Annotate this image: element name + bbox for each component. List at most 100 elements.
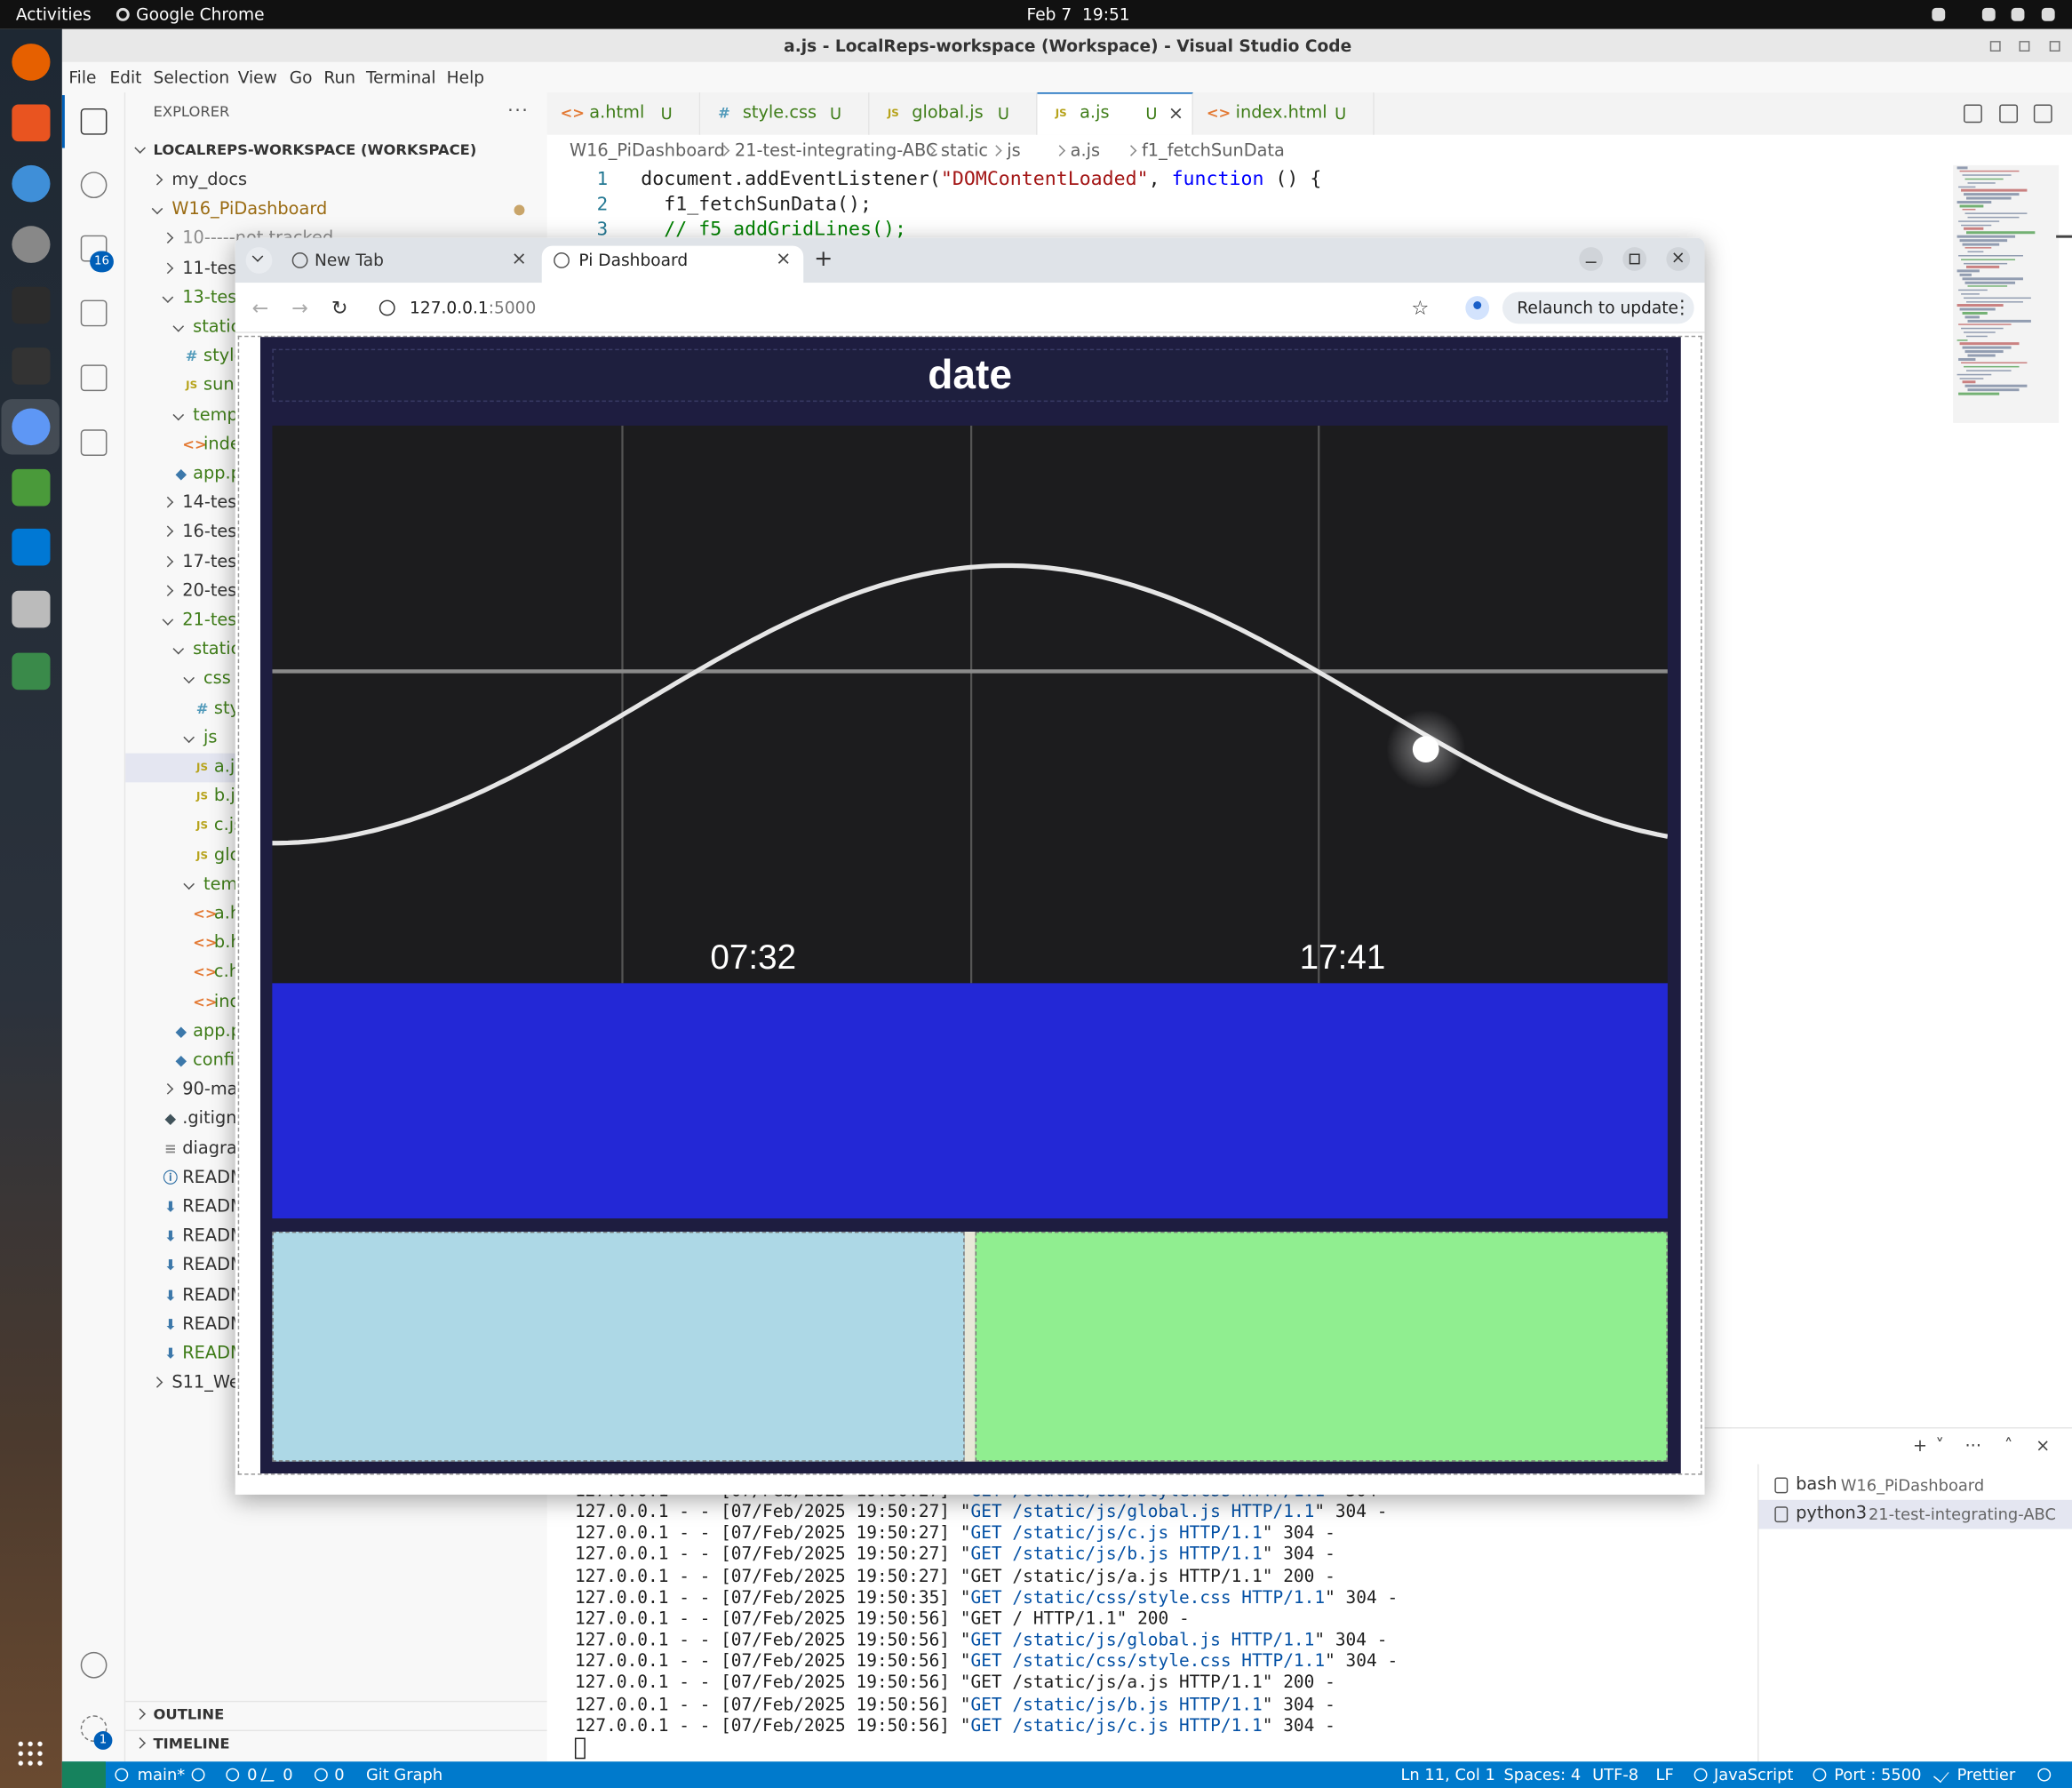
tab-search[interactable] — [245, 247, 273, 274]
remote-indicator[interactable] — [61, 1761, 106, 1788]
dock-app[interactable] — [12, 164, 51, 203]
explorer-item[interactable]: style — [203, 346, 245, 367]
relaunch-label[interactable]: Relaunch to update — [1517, 297, 1679, 317]
explorer-item[interactable]: static — [193, 640, 241, 660]
window-button[interactable] — [1622, 247, 1647, 271]
terminal-name[interactable]: bash — [1796, 1474, 1837, 1495]
panel-action[interactable]: × — [2036, 1436, 2051, 1457]
url[interactable]: 127.0.0.1:5000 — [410, 295, 536, 322]
explorer-item[interactable]: my_docs — [171, 170, 248, 191]
explorer-item[interactable]: 17-test — [182, 551, 243, 572]
new-tab[interactable]: + — [814, 245, 833, 273]
status-item[interactable]: Prettier — [1956, 1765, 2016, 1784]
status-item[interactable]: JavaScript — [1713, 1765, 1794, 1784]
explorer-item[interactable]: 20-test — [182, 581, 243, 602]
explorer-item[interactable]: READM — [182, 1344, 245, 1364]
explorer-item[interactable]: css — [203, 669, 231, 690]
activity-icon[interactable] — [80, 108, 108, 135]
activity-icon[interactable] — [80, 364, 108, 392]
window-control[interactable] — [2019, 41, 2030, 52]
explorer-item[interactable]: READM — [182, 1285, 245, 1305]
editor-tab[interactable] — [869, 92, 1038, 135]
panel-action[interactable]: ˄ — [2004, 1436, 2013, 1457]
tab-close[interactable]: × — [776, 248, 792, 270]
workspace-name[interactable]: LOCALREPS-WORKSPACE (WORKSPACE) — [153, 141, 477, 159]
terminal-folder[interactable]: W16_PiDashboard — [1840, 1476, 1985, 1495]
relaunch-button[interactable] — [1502, 291, 1694, 324]
explorer-more[interactable]: ··· — [507, 100, 530, 122]
panel-action[interactable]: + — [1912, 1436, 1928, 1457]
breadcrumb[interactable]: W16_PiDashboard — [570, 141, 725, 162]
status-item[interactable]: main* — [137, 1765, 186, 1784]
explorer-item[interactable]: 16-test — [182, 522, 243, 543]
editor-tab[interactable] — [546, 92, 701, 135]
activity-icon[interactable] — [80, 299, 108, 327]
window-button[interactable] — [1579, 247, 1604, 271]
window-control[interactable] — [2049, 41, 2060, 52]
menu-item[interactable]: Edit — [109, 67, 142, 88]
menu-item[interactable]: Selection — [153, 67, 230, 88]
breadcrumb[interactable]: f1_fetchSunData — [1141, 141, 1285, 162]
tray-icon[interactable] — [2011, 7, 2025, 21]
nav-button[interactable]: ↻ — [331, 296, 348, 320]
explorer-item[interactable]: READM — [182, 1314, 245, 1335]
dock-app[interactable] — [12, 104, 51, 142]
explorer-item[interactable]: sun — [203, 375, 235, 396]
panel-action[interactable]: ··· — [1964, 1436, 1981, 1457]
explorer-item[interactable]: S11_We — [171, 1373, 240, 1393]
editor-tab[interactable] — [1192, 92, 1375, 135]
explorer-item[interactable]: inde — [203, 434, 241, 455]
activities[interactable]: Activities — [15, 4, 92, 24]
editor-action[interactable] — [1964, 104, 1982, 124]
dock-app[interactable] — [12, 226, 51, 263]
dock-app[interactable] — [12, 347, 51, 385]
tab-close[interactable]: × — [1167, 102, 1184, 124]
window-button[interactable]: × — [1666, 247, 1691, 271]
window-control[interactable] — [1989, 41, 2001, 52]
explorer-item[interactable]: READM — [182, 1197, 245, 1217]
tray-icon[interactable] — [1932, 7, 1946, 21]
dock-app[interactable] — [12, 286, 51, 324]
omnibox[interactable] — [367, 289, 1623, 327]
status-item[interactable]: Spaces: 4 — [1503, 1765, 1582, 1784]
tab-close[interactable]: × — [511, 248, 528, 270]
activity-icon[interactable] — [80, 429, 108, 457]
explorer-item[interactable]: static — [193, 316, 241, 338]
explorer-item[interactable]: READM — [182, 1168, 245, 1188]
menu-item[interactable]: View — [237, 67, 277, 88]
status-item[interactable]: LF — [1655, 1765, 1674, 1784]
dock-app[interactable] — [12, 408, 51, 446]
explorer-item[interactable]: sty — [213, 698, 241, 719]
site-info[interactable] — [379, 299, 395, 316]
status-item[interactable]: 0 — [247, 1765, 258, 1784]
dock-app[interactable] — [12, 528, 51, 566]
editor-action[interactable] — [1999, 104, 2019, 124]
menu-item[interactable]: File — [68, 67, 97, 88]
clock[interactable]: Feb 7 19:51 — [1026, 4, 1130, 24]
app-name[interactable]: Google Chrome — [136, 4, 265, 24]
editor-action[interactable] — [2033, 104, 2052, 124]
explorer-item[interactable]: 11-test — [182, 258, 243, 279]
tray-icon[interactable] — [2041, 7, 2055, 21]
bookmark-star[interactable]: ☆ — [1411, 296, 1430, 320]
dock-app[interactable] — [12, 652, 51, 690]
menu-kebab[interactable]: ⋮ — [1672, 297, 1692, 319]
menu-item[interactable]: Terminal — [365, 67, 436, 88]
explorer-item[interactable]: app.p — [193, 463, 242, 484]
breadcrumb[interactable]: a.js — [1070, 141, 1101, 162]
status-item[interactable]: Port : 5500 — [1834, 1765, 1922, 1784]
browser-tab[interactable]: Pi Dashboard — [578, 250, 689, 270]
activity-icon[interactable] — [80, 172, 108, 199]
editor-tab[interactable] — [700, 92, 870, 135]
browser-tab[interactable]: New Tab — [314, 250, 384, 270]
explorer-item[interactable]: READM — [182, 1226, 245, 1247]
explorer-item[interactable]: glo — [213, 845, 241, 866]
explorer-item[interactable]: js — [203, 728, 218, 748]
explorer-item[interactable]: 21-test — [182, 611, 243, 631]
explorer-item[interactable]: temp — [193, 404, 238, 426]
menu-item[interactable]: Help — [446, 67, 485, 88]
explorer-item[interactable]: app.p — [193, 1021, 242, 1042]
account-icon[interactable] — [80, 1651, 108, 1679]
explorer-item[interactable]: confi — [193, 1050, 235, 1071]
editor-tab[interactable] — [1037, 92, 1193, 135]
